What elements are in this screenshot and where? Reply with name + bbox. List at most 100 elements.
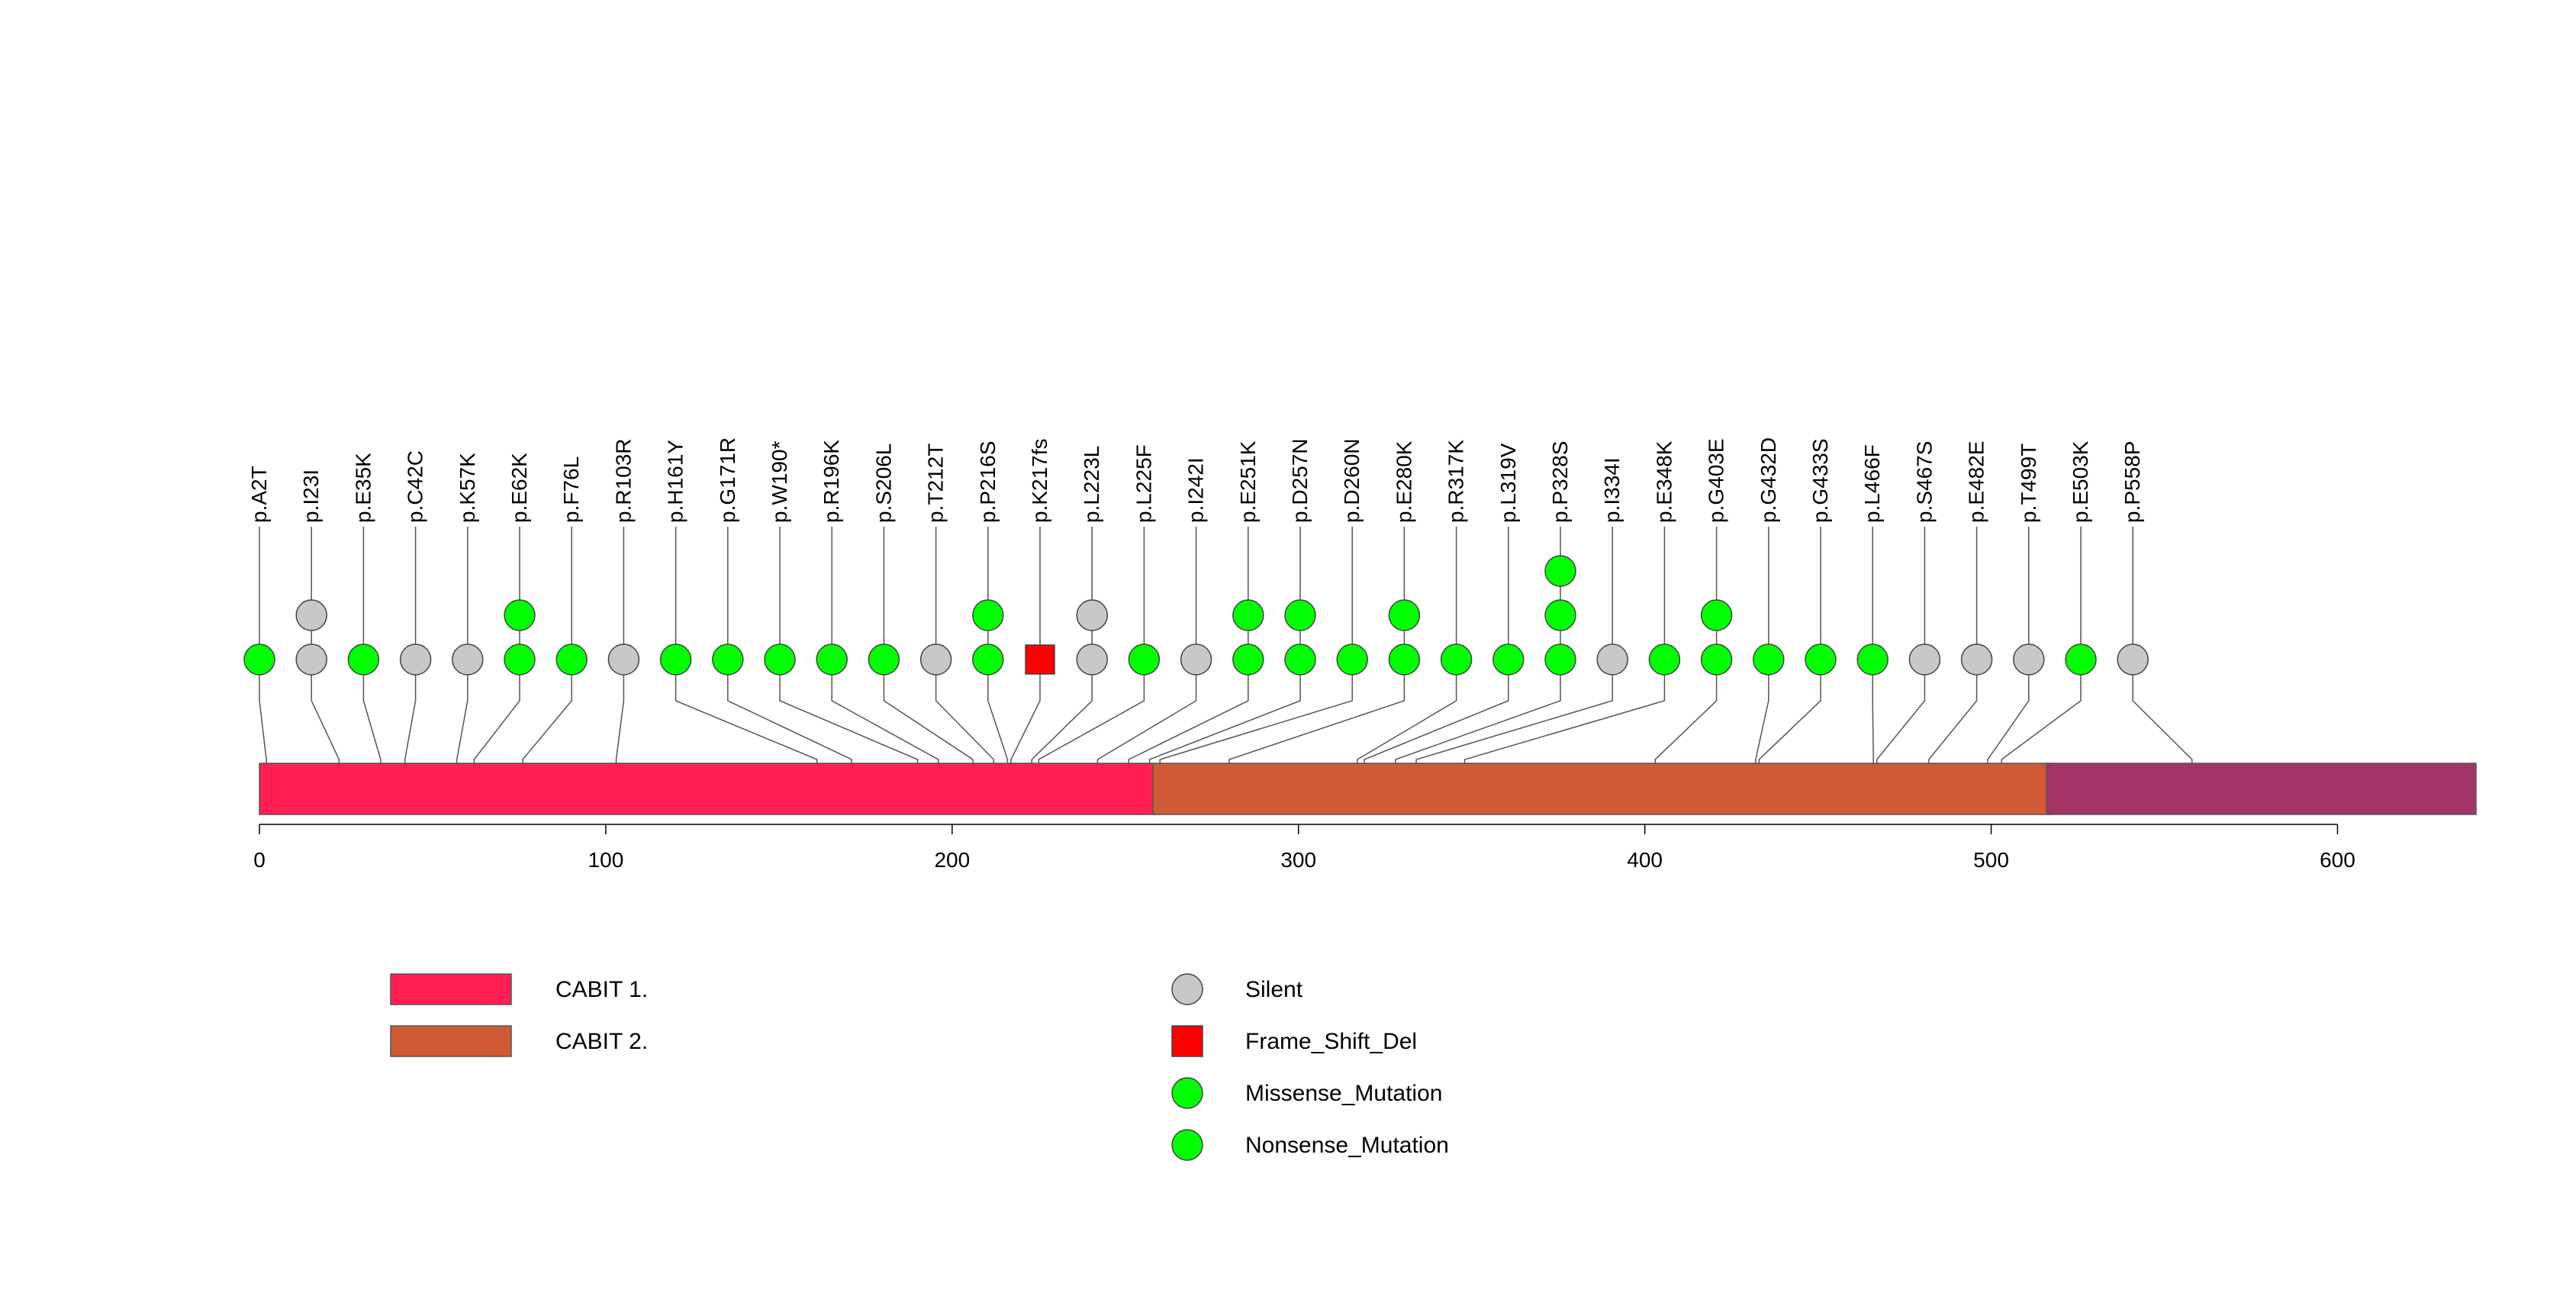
- marker-p-r103r-0: [607, 643, 640, 676]
- legend-label: Missense_Mutation: [1245, 1081, 1442, 1106]
- mutation-label: p.K217fs: [1028, 438, 1051, 523]
- marker-p-e280k-0: [1388, 643, 1421, 676]
- mutation-labels: p.A2T p.I23I p.E35K p.C42C p.K57K p.E62K p.F76…: [247, 437, 2144, 523]
- legend-label: Frame_Shift_Del: [1245, 1029, 1417, 1054]
- legend: CABIT 1. CABIT 2. Silent Frame_Shift_Del Mis…: [390, 973, 1449, 1161]
- marker-p-l225f-0: [1128, 643, 1161, 676]
- marker-p-e503k-0: [2065, 643, 2097, 676]
- legend-label: Silent: [1245, 977, 1303, 1002]
- marker-p-d257n-0: [1284, 643, 1316, 676]
- x-tick-label: 300: [1280, 848, 1316, 872]
- mutation-label: p.K57K: [456, 453, 479, 523]
- mutation-label: p.L466F: [1860, 444, 1884, 523]
- marker-p-c42c-0: [399, 643, 432, 676]
- marker-p-d260n-0: [1336, 643, 1368, 676]
- mutation-label: p.I334I: [1600, 457, 1624, 523]
- mutation-label: p.A2T: [247, 466, 271, 523]
- marker-p-s467s-0: [1908, 643, 1941, 676]
- legend-marker: [1171, 1129, 1203, 1161]
- legend-label: CABIT 1.: [555, 977, 648, 1002]
- x-tick-label: 600: [2320, 848, 2355, 872]
- mutation-label: p.S206L: [871, 443, 895, 523]
- mutation-label: p.G433S: [1808, 438, 1832, 523]
- marker-p-t499t-0: [2013, 643, 2045, 676]
- domain-region-2: [2046, 763, 2477, 815]
- marker-p-e35k-0: [347, 643, 380, 676]
- marker-p-a2t-0: [243, 643, 275, 676]
- protein-domains: [259, 763, 2477, 815]
- mutation-label: p.H161Y: [664, 440, 687, 523]
- mutation-label: p.E503K: [2069, 440, 2092, 523]
- mutation-label: p.F76L: [559, 456, 583, 523]
- marker-p-l319v-0: [1492, 643, 1525, 676]
- mutation-label: p.G432D: [1757, 437, 1780, 523]
- mutation-label: p.C42C: [404, 450, 427, 523]
- marker-p-h161y-0: [659, 643, 692, 676]
- mutation-label: p.E348K: [1652, 440, 1676, 523]
- legend-marker: [1171, 1025, 1203, 1057]
- marker-p-e348k-0: [1648, 643, 1681, 676]
- mutation-label: p.E62K: [507, 453, 531, 523]
- marker-p-p328s-1: [1544, 599, 1576, 631]
- marker-p-p328s-0: [1544, 643, 1576, 676]
- x-axis: 0 100 200 300 400 500 600: [253, 824, 2355, 872]
- x-tick-label: 100: [588, 848, 624, 872]
- mutation-label: p.P216S: [976, 441, 1000, 523]
- marker-p-g403e-1: [1700, 599, 1733, 631]
- marker-p-p216s-0: [972, 643, 1004, 676]
- mutation-label: p.E35K: [351, 453, 375, 523]
- mutation-label: p.G171R: [716, 437, 739, 523]
- legend-swatch: [390, 973, 512, 1005]
- mutation-label: p.S467S: [1912, 441, 1936, 523]
- mutation-label: p.T499T: [2017, 443, 2040, 523]
- marker-p-r196k-0: [816, 643, 848, 676]
- marker-p-g171r-0: [712, 643, 744, 676]
- marker-p-l223l-0: [1076, 643, 1108, 676]
- legend-label: CABIT 2.: [555, 1029, 648, 1054]
- marker-p-w190--0: [764, 643, 796, 676]
- x-tick-label: 200: [934, 848, 970, 872]
- x-tick-label: 500: [1973, 848, 2009, 872]
- marker-p-e280k-1: [1388, 599, 1421, 631]
- marker-p-l466f-0: [1856, 643, 1889, 676]
- marker-p-p328s-2: [1544, 555, 1576, 587]
- x-tick-label: 400: [1627, 848, 1663, 872]
- legend-marker: [1171, 973, 1203, 1005]
- mutation-markers: [243, 555, 2149, 676]
- domain-cabit-2: [1152, 763, 2051, 815]
- marker-p-t212t-0: [919, 643, 952, 676]
- marker-p-k57k-0: [452, 643, 484, 676]
- mutation-label: p.D257N: [1288, 438, 1312, 523]
- mutation-label: p.P328S: [1548, 441, 1572, 523]
- marker-p-f76l-0: [555, 643, 588, 676]
- marker-p-g403e-0: [1700, 643, 1733, 676]
- mutation-label: p.L223L: [1080, 446, 1103, 523]
- mutation-label: p.T212T: [924, 443, 948, 523]
- mutation-label: p.E280K: [1392, 440, 1415, 523]
- marker-p-p216s-1: [972, 599, 1004, 631]
- marker-p-i23i-1: [295, 599, 327, 631]
- marker-p-i23i-0: [295, 643, 327, 676]
- mutation-label: p.L225F: [1132, 444, 1155, 523]
- mutation-label: p.L319V: [1496, 443, 1520, 523]
- legend-swatch: [390, 1025, 512, 1057]
- marker-p-i242i-0: [1180, 643, 1212, 676]
- marker-p-g433s-0: [1805, 643, 1837, 676]
- mutation-label: p.R317K: [1444, 440, 1468, 523]
- marker-p-e62k-1: [504, 599, 536, 631]
- marker-p-i334i-0: [1596, 643, 1628, 676]
- marker-p-e251k-0: [1232, 643, 1264, 676]
- marker-p-e62k-0: [504, 643, 536, 676]
- marker-p-l223l-1: [1076, 599, 1108, 631]
- legend-label: Nonsense_Mutation: [1245, 1133, 1449, 1158]
- marker-p-e251k-1: [1232, 599, 1264, 631]
- legend-marker: [1171, 1077, 1203, 1109]
- mutation-label: p.R196K: [819, 440, 843, 523]
- mutation-label: p.I23I: [299, 469, 323, 523]
- domain-cabit-1: [259, 763, 1158, 815]
- marker-p-r317k-0: [1440, 643, 1473, 676]
- mutation-label: p.P558P: [2120, 441, 2144, 523]
- mutation-label: p.G403E: [1705, 438, 1728, 523]
